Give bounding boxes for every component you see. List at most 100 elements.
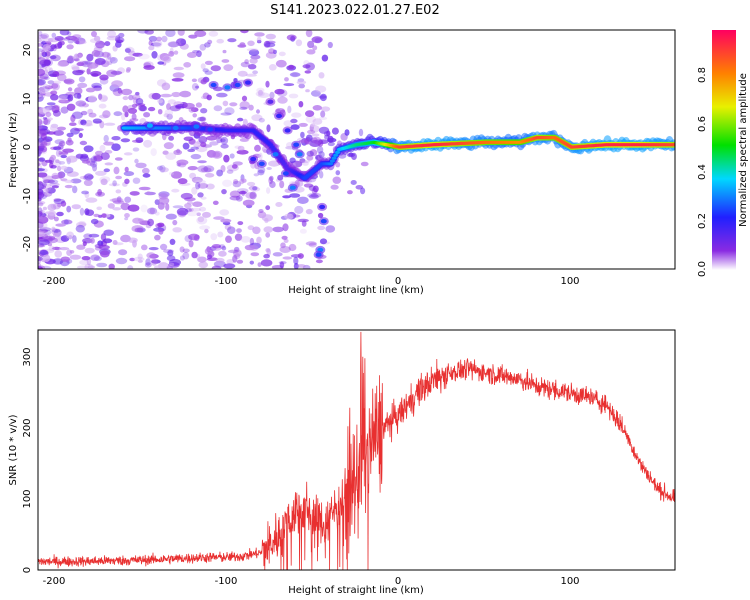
spectrogram-cell <box>38 265 43 269</box>
spectrogram-cell <box>128 50 136 56</box>
spectrogram-cell <box>191 78 197 83</box>
spectrogram-cell <box>81 256 91 261</box>
spectrogram-cell <box>78 76 86 83</box>
spectrogram-cell <box>284 213 294 220</box>
spectrogram-cell <box>347 190 353 195</box>
spectrogram-cell <box>195 85 200 89</box>
spectrogram-cell <box>249 245 259 251</box>
spectrogram-cell <box>258 117 265 123</box>
spectrogram-cell <box>38 124 43 130</box>
spectrogram-cell <box>114 157 123 161</box>
spectrogram-cell <box>38 183 46 188</box>
spectrogram-cell <box>90 70 102 77</box>
spectrogram-cell <box>99 74 109 81</box>
spectrogram-cell <box>38 202 44 207</box>
spectrogram-cell <box>115 41 122 48</box>
spectrogram-cell <box>93 256 102 262</box>
spectrogram-cell <box>102 238 113 244</box>
spectrogram-cell <box>66 171 79 177</box>
spectrogram-cell <box>38 52 42 60</box>
spectrogram-cell <box>179 246 185 253</box>
spectrogram-cell <box>164 109 174 117</box>
spectrogram-cell <box>38 157 46 162</box>
spectrogram-cell <box>351 152 357 160</box>
spectrogram-cell <box>55 159 60 164</box>
spectrogram-cell <box>179 255 185 261</box>
spectrogram-cell <box>232 180 242 188</box>
spectrogram-cell <box>139 105 148 112</box>
spectrogram-cell <box>108 183 120 187</box>
spectrogram-cell <box>186 52 198 58</box>
spectrogram-cell <box>328 162 334 166</box>
spectrogram-cell <box>113 111 123 117</box>
spectrogram-cell <box>135 91 140 96</box>
spectrogram-cell <box>60 154 67 159</box>
spectrogram-cell <box>284 128 291 133</box>
spectrogram-cell <box>38 79 46 86</box>
spectrogram-cell <box>150 148 157 157</box>
spectrogram-cell <box>75 69 86 74</box>
spectrogram-cell <box>95 191 105 197</box>
spectrogram-cell <box>50 165 57 169</box>
spectrogram-cell <box>306 155 314 161</box>
spectrogram-cell <box>38 197 42 202</box>
spectrogram-cell <box>239 106 248 110</box>
spectrogram-cell <box>190 107 199 113</box>
spectrogram-cell <box>237 145 245 152</box>
spectrogram-cell <box>275 59 287 68</box>
spectrogram-cell <box>39 250 48 256</box>
spectrogram-cell <box>215 257 225 263</box>
spectrogram-marks <box>38 30 675 269</box>
spectrogram-cell <box>298 101 304 108</box>
spectrogram-cell <box>275 202 283 207</box>
spectrogram-cell <box>57 41 63 49</box>
spectrogram-cell <box>194 179 206 184</box>
spectrogram-cell <box>256 36 262 43</box>
spectrogram-cell <box>87 95 97 103</box>
spectrogram-cell <box>144 191 156 196</box>
spectrogram-cell <box>141 244 148 251</box>
spectrogram-cell <box>321 54 329 62</box>
spectrogram-cell <box>148 92 158 100</box>
x-tick-label: 100 <box>560 576 579 587</box>
spectrogram-cell <box>57 203 62 208</box>
spectrogram-cell <box>59 30 70 36</box>
spectrogram-x-ticks: -200 -100 0 100 <box>43 276 580 287</box>
spectrogram-cell <box>197 160 207 164</box>
spectrogram-cell <box>82 103 89 108</box>
spectrogram-cell <box>53 232 59 237</box>
spectrogram-cell <box>40 33 50 39</box>
spectrogram-cell <box>90 160 98 168</box>
spectrogram-cell <box>242 199 255 207</box>
spectrogram-cell <box>92 163 98 172</box>
spectrogram-cell <box>225 235 232 243</box>
spectrogram-cell <box>83 175 88 181</box>
spectrogram-cell <box>71 204 82 210</box>
spectrogram-cell <box>245 192 256 199</box>
x-tick-label: -200 <box>43 576 66 587</box>
spectrogram-cell <box>197 182 209 189</box>
spectrogram-cell <box>319 170 324 179</box>
spectrogram-cell <box>49 104 60 110</box>
spectrogram-cell <box>148 40 153 46</box>
spectrogram-cell <box>112 88 123 97</box>
spectrogram-cell <box>247 40 255 47</box>
colorbar-tick-label: 0.6 <box>697 116 708 132</box>
spectrogram-cell <box>47 80 55 85</box>
spectrogram-cell <box>210 233 218 241</box>
spectrogram-cell <box>184 235 193 243</box>
spectrogram-cell <box>76 62 85 67</box>
spectrogram-cell <box>293 142 300 147</box>
spectrogram-cell <box>172 227 182 233</box>
spectrogram-cell <box>60 256 70 262</box>
spectrogram-cell <box>38 162 41 167</box>
spectrogram-cell <box>38 226 48 230</box>
spectrogram-cell <box>98 93 103 100</box>
spectrogram-cell <box>39 145 48 153</box>
spectrogram-cell <box>43 235 56 241</box>
spectrogram-cell <box>202 211 211 218</box>
spectrogram-cell <box>94 58 106 65</box>
spectrogram-cell <box>245 80 251 85</box>
spectrogram-cell <box>158 196 170 205</box>
spectrogram-cell <box>197 256 207 263</box>
